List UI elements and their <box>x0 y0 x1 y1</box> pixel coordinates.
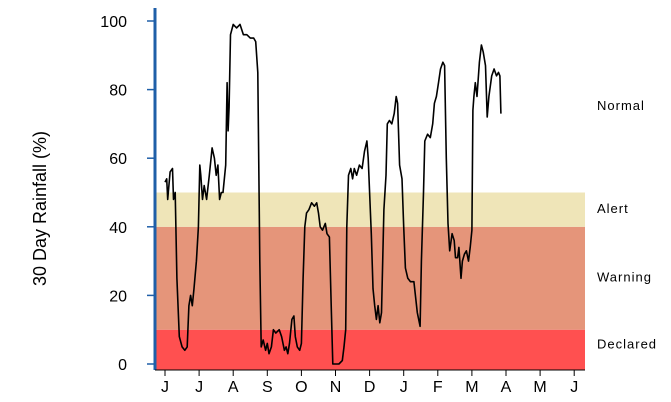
x-tick-label: F <box>433 379 443 396</box>
x-tick-label: J <box>570 379 578 396</box>
y-tick-label: 40 <box>109 220 127 237</box>
x-tick-label: J <box>195 379 203 396</box>
x-tick-label: J <box>400 379 408 396</box>
series-line <box>164 23 502 365</box>
y-tick-label: 80 <box>109 83 127 100</box>
x-tick-label: D <box>364 379 376 396</box>
zone-band-declared <box>155 329 585 370</box>
y-tick-label: 0 <box>118 357 127 374</box>
x-tick-label: S <box>262 379 273 396</box>
x-tick-label: J <box>161 379 169 396</box>
zone-label-warning: Warning <box>597 270 652 285</box>
x-tick-label: M <box>465 379 478 396</box>
x-tick-label: N <box>330 379 342 396</box>
zone-band-warning <box>155 226 585 330</box>
x-tick-label: M <box>533 379 546 396</box>
axes-layer <box>147 8 585 376</box>
y-tick-label: 20 <box>109 288 127 305</box>
zone-label-normal: Normal <box>597 98 645 113</box>
y-tick-label: 60 <box>109 151 127 168</box>
x-tick-label: A <box>228 379 239 396</box>
labels-layer: 0 20 40 60 80 100 J J A S O N D J F M A M J 30 Day Rainfall… <box>30 14 657 396</box>
y-tick-label: 100 <box>100 14 127 31</box>
zones-layer <box>155 192 585 370</box>
zone-label-alert: Alert <box>597 201 629 216</box>
zone-label-declared: Declared <box>597 337 657 352</box>
y-axis-title: 30 Day Rainfall (%) <box>30 131 50 286</box>
x-tick-label: A <box>501 379 512 396</box>
series-layer <box>164 23 502 365</box>
x-tick-label: O <box>295 379 307 396</box>
